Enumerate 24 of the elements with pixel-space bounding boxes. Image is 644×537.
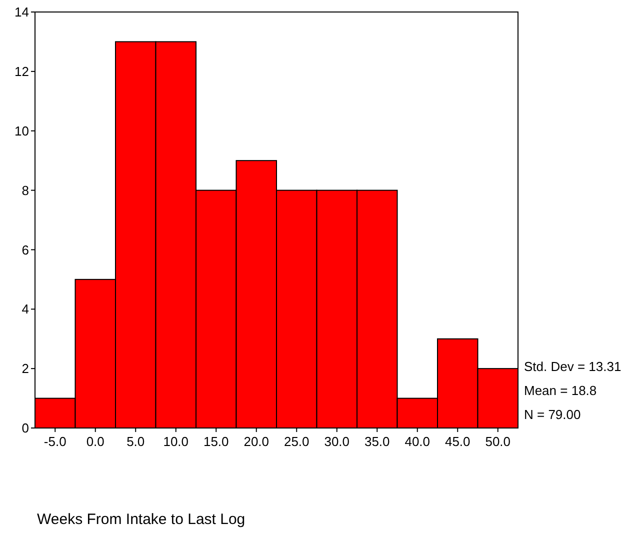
y-tick-label: 10 [14, 123, 29, 138]
x-tick-label: 30.0 [324, 434, 350, 449]
text: Std. Dev = 13.31 [524, 359, 622, 374]
y-tick-label: 8 [22, 182, 29, 198]
x-tick-label: 35.0 [364, 434, 390, 449]
x-tick-label: 0.0 [86, 434, 104, 449]
x-tick-label: 50.0 [485, 434, 511, 449]
x-tick-label: 45.0 [444, 434, 470, 449]
x-tick-label: 40.0 [404, 434, 430, 449]
y-tick-label: 4 [22, 302, 29, 317]
y-tick-label: 6 [22, 242, 29, 258]
y-tick-label: 12 [14, 64, 29, 79]
x-tick-label: 10.0 [163, 434, 189, 449]
x-tick-label: 15.0 [203, 434, 229, 449]
text: Mean = 18.8 [524, 383, 597, 398]
x-axis-title: Weeks From Intake to Last Log [37, 511, 246, 528]
y-tick-label: 14 [14, 4, 29, 20]
x-tick-label: -5.0 [44, 434, 66, 449]
text: N = 79.00 [524, 407, 581, 422]
x-tick-label: 20.0 [244, 434, 270, 449]
y-tick-label: 0 [22, 420, 29, 436]
x-tick-label: 5.0 [126, 434, 145, 449]
y-tick-label: 2 [22, 361, 29, 376]
x-tick-label: 25.0 [284, 434, 310, 449]
